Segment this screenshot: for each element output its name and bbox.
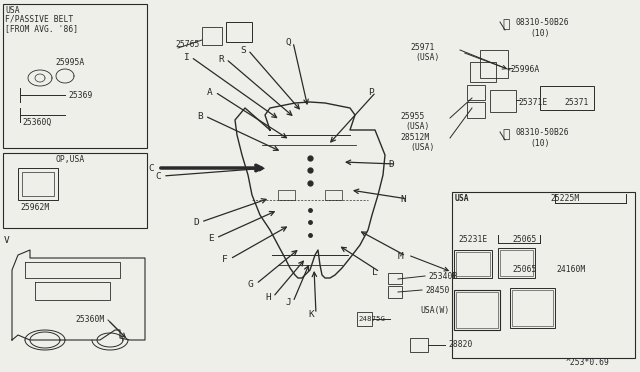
Bar [540, 86, 594, 110]
Text: (USA): (USA) [410, 143, 435, 152]
Text: H: H [265, 293, 271, 302]
Text: 25360Q: 25360Q [22, 118, 51, 127]
Text: (USA): (USA) [405, 122, 429, 131]
Text: USA(W): USA(W) [420, 306, 449, 315]
Text: 25371: 25371 [564, 98, 588, 107]
Text: Ⓢ: Ⓢ [502, 128, 509, 141]
Bar [456, 252, 490, 276]
Text: (10): (10) [530, 29, 550, 38]
Bar [3, 153, 147, 228]
Text: 25765: 25765 [175, 40, 200, 49]
Text: [FROM AVG. '86]: [FROM AVG. '86] [5, 24, 78, 33]
Text: 08310-50B26: 08310-50B26 [515, 18, 568, 27]
Text: D: D [388, 160, 394, 169]
Text: 25955: 25955 [400, 112, 424, 121]
Bar [500, 250, 533, 276]
Text: ^253*0.69: ^253*0.69 [566, 358, 610, 367]
Text: 25225M: 25225M [550, 194, 579, 203]
Text: D: D [193, 218, 199, 227]
Bar [202, 27, 222, 45]
Bar [278, 190, 295, 200]
Bar [18, 168, 58, 200]
Text: 25231E: 25231E [458, 235, 487, 244]
Bar [226, 22, 252, 42]
Text: (10): (10) [530, 139, 550, 148]
Bar [490, 90, 516, 112]
Text: F: F [222, 255, 228, 264]
Text: 08310-50B26: 08310-50B26 [515, 128, 568, 137]
Text: 25996A: 25996A [510, 65, 540, 74]
Text: M: M [398, 252, 404, 261]
Bar [467, 85, 485, 100]
Text: N: N [400, 195, 406, 204]
Text: P: P [368, 88, 374, 97]
Bar [454, 290, 500, 330]
Text: 25065: 25065 [512, 265, 536, 274]
Text: L: L [372, 268, 378, 277]
Text: V: V [4, 236, 10, 245]
Text: USA: USA [455, 194, 470, 203]
Text: Ⓢ: Ⓢ [502, 18, 509, 31]
Bar [388, 286, 402, 298]
Bar [454, 250, 492, 278]
Text: OP,USA: OP,USA [55, 155, 84, 164]
Bar [456, 292, 498, 328]
Text: A: A [207, 88, 212, 97]
Text: J: J [285, 298, 291, 307]
Text: 25971: 25971 [410, 43, 435, 52]
Text: 25995A: 25995A [55, 58, 84, 67]
Bar [512, 290, 553, 326]
Bar [3, 4, 147, 148]
Text: 28450: 28450 [425, 286, 449, 295]
Bar [410, 338, 428, 352]
Text: 25369: 25369 [68, 91, 92, 100]
Text: 28512M: 28512M [400, 133, 429, 142]
Bar [480, 50, 508, 78]
Bar [388, 273, 402, 284]
Text: Q: Q [285, 38, 291, 47]
Bar [325, 190, 342, 200]
Text: B: B [197, 112, 203, 121]
Text: R: R [218, 55, 224, 64]
Text: 24875G: 24875G [358, 316, 385, 322]
Text: 25371E: 25371E [518, 98, 547, 107]
Bar [452, 192, 635, 358]
Text: C: C [148, 164, 154, 173]
Text: E: E [208, 234, 214, 243]
Bar [22, 172, 54, 196]
Text: 24160M: 24160M [556, 265, 585, 274]
Bar [470, 62, 496, 82]
Bar [467, 102, 485, 118]
Text: G: G [248, 280, 253, 289]
Text: 25340B: 25340B [428, 272, 457, 281]
Text: F/PASSIVE BELT: F/PASSIVE BELT [5, 15, 73, 24]
Text: 25360M: 25360M [75, 315, 104, 324]
Text: 28820: 28820 [448, 340, 472, 349]
Text: S: S [240, 46, 246, 55]
Text: USA: USA [5, 6, 20, 15]
Text: 25065: 25065 [512, 235, 536, 244]
Text: 25962M: 25962M [20, 203, 49, 212]
Bar [510, 288, 555, 328]
Bar [357, 312, 372, 326]
Bar [498, 248, 535, 278]
Text: (USA): (USA) [415, 53, 440, 62]
Text: K: K [308, 310, 314, 319]
Text: I: I [183, 53, 189, 62]
Text: C: C [155, 172, 161, 181]
